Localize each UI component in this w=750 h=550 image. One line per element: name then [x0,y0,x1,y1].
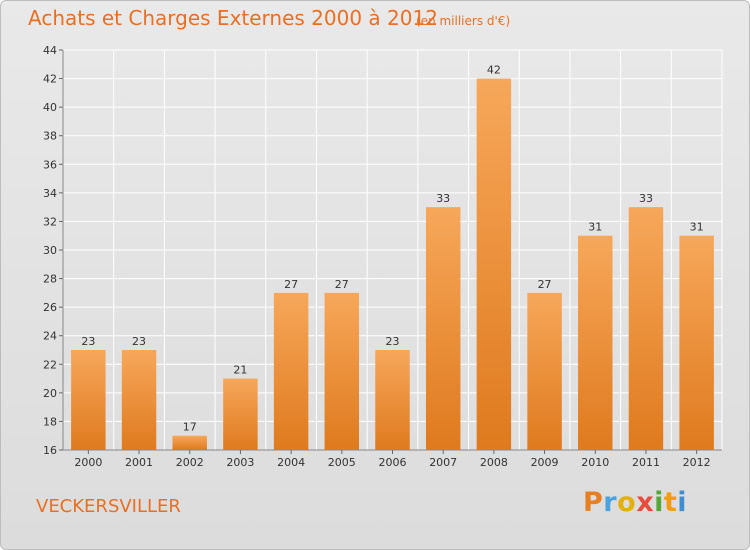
bar-value-label: 23 [132,335,146,348]
bar-value-label: 27 [284,278,298,291]
logo-letter: r [603,487,618,518]
y-tick-label: 22 [43,358,57,371]
y-tick-label: 20 [43,387,57,400]
bar[interactable] [121,350,157,450]
bar-value-label: 23 [81,335,95,348]
logo-letter: x [636,487,655,518]
chart-unit: (en milliers d'€) [416,14,511,28]
x-tick-label: 2000 [74,456,102,469]
bar[interactable] [476,78,512,451]
bar[interactable] [324,292,360,450]
y-tick-label: 38 [43,130,57,143]
bar[interactable] [223,378,258,450]
bar-value-label: 33 [436,192,450,205]
y-tick-label: 42 [43,73,57,86]
x-tick-label: 2010 [581,456,609,469]
y-tick-label: 24 [43,330,57,343]
y-tick-label: 40 [43,101,57,114]
y-tick-label: 30 [43,244,57,257]
bar[interactable] [71,350,106,450]
bar-value-label: 42 [487,64,501,77]
bar[interactable] [527,292,562,450]
x-tick-label: 2002 [176,456,204,469]
y-tick-label: 16 [43,444,57,457]
logo-letter: i [654,487,664,518]
bar-value-label: 31 [690,221,704,234]
y-tick-label: 44 [43,44,57,57]
bar[interactable] [375,350,410,450]
y-tick-label: 36 [43,158,57,171]
x-tick-label: 2006 [379,456,407,469]
bar-value-label: 21 [233,364,247,377]
chart-title: Achats et Charges Externes 2000 à 2012 [28,6,438,30]
bar[interactable] [679,235,714,450]
x-tick-label: 2007 [429,456,457,469]
x-tick-label: 2008 [480,456,508,469]
x-tick-label: 2001 [125,456,153,469]
logo-letter: P [583,487,604,518]
bar-value-label: 33 [639,192,653,205]
bar-value-label: 31 [588,221,602,234]
logo-letter: t [663,487,678,518]
x-tick-label: 2005 [328,456,356,469]
bar-value-label: 27 [538,278,552,291]
logo-letter: i [677,487,688,518]
y-tick-label: 28 [43,273,57,286]
bar[interactable] [425,207,461,450]
logo-letter: o [617,487,637,518]
commune-name: VECKERSVILLER [36,496,181,517]
bar[interactable] [578,235,613,450]
y-tick-label: 18 [43,415,57,428]
y-tick-label: 32 [43,215,57,228]
bar-value-label: 27 [335,278,349,291]
x-tick-label: 2004 [277,456,305,469]
y-tick-label: 26 [43,301,57,314]
bar-value-label: 17 [183,421,197,434]
bar[interactable] [628,207,664,450]
bar-value-label: 23 [386,335,400,348]
bar[interactable] [273,292,309,450]
x-tick-label: 2009 [531,456,559,469]
bar[interactable] [172,435,207,450]
y-tick-label: 34 [43,187,57,200]
x-tick-label: 2012 [683,456,711,469]
proxiti-logo[interactable]: Proxiti [583,487,687,518]
x-tick-label: 2003 [226,456,254,469]
x-tick-label: 2011 [632,456,660,469]
